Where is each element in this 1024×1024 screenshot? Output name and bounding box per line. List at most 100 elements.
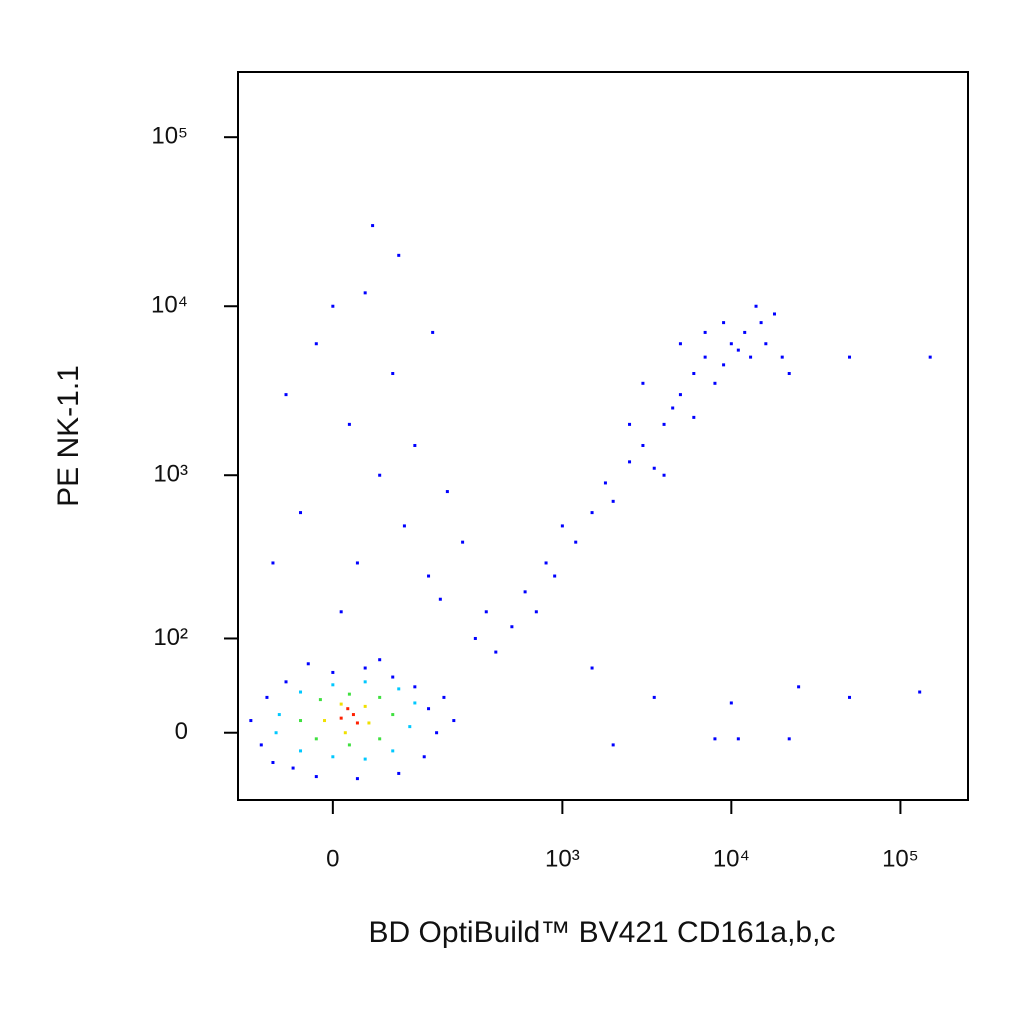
data-point <box>534 610 538 614</box>
data-point <box>367 721 371 725</box>
data-point <box>611 743 615 747</box>
data-point <box>299 749 303 753</box>
data-point <box>749 355 753 359</box>
data-point <box>331 304 335 308</box>
data-point <box>603 481 607 485</box>
data-point <box>764 342 768 346</box>
data-point <box>729 701 733 705</box>
data-point <box>363 666 367 670</box>
data-point <box>787 372 791 376</box>
data-point <box>413 701 417 705</box>
data-point <box>363 757 367 761</box>
data-point <box>703 330 707 334</box>
data-point <box>331 670 335 674</box>
data-point <box>413 443 417 447</box>
data-point <box>918 690 922 694</box>
data-point <box>797 685 801 689</box>
data-point <box>641 443 645 447</box>
y-tick-label: 10³ <box>153 461 188 488</box>
data-point <box>323 719 327 723</box>
data-point <box>662 422 666 426</box>
y-tick-label: 10⁵ <box>151 123 188 150</box>
x-axis-label: BD OptiBuild™ BV421 CD161a,b,c <box>369 916 836 949</box>
data-point <box>494 650 498 654</box>
data-point <box>339 716 343 720</box>
data-point <box>306 662 310 666</box>
data-point <box>299 719 303 723</box>
data-point <box>343 731 347 735</box>
data-point <box>391 749 395 753</box>
y-tick-label: 10⁴ <box>151 292 188 319</box>
data-point <box>473 636 477 640</box>
data-point <box>314 342 318 346</box>
y-tick-label: 0 <box>175 718 188 745</box>
data-point <box>713 737 717 741</box>
data-point <box>722 321 726 325</box>
data-point <box>363 680 367 684</box>
data-point <box>445 490 449 494</box>
data-point <box>397 687 401 691</box>
data-point <box>427 707 431 711</box>
data-point <box>347 692 351 696</box>
data-point <box>729 342 733 346</box>
data-point <box>271 760 275 764</box>
data-point <box>611 499 615 503</box>
data-point <box>371 224 375 228</box>
data-point <box>378 473 382 477</box>
data-point <box>299 511 303 515</box>
data-point <box>378 737 382 741</box>
data-point <box>378 695 382 699</box>
data-point <box>314 737 318 741</box>
data-point <box>355 561 359 565</box>
data-point <box>391 675 395 679</box>
data-point <box>431 330 435 334</box>
data-point <box>780 355 784 359</box>
data-point <box>259 743 263 747</box>
data-point <box>351 713 355 717</box>
x-tick-label: 10³ <box>545 845 580 872</box>
data-point <box>284 680 288 684</box>
data-point <box>553 574 557 578</box>
data-point <box>391 372 395 376</box>
data-point <box>787 737 791 741</box>
data-point <box>427 574 431 578</box>
data-point <box>692 372 696 376</box>
data-point <box>271 561 275 565</box>
data-point <box>249 719 253 723</box>
data-point <box>347 743 351 747</box>
data-point <box>652 695 656 699</box>
data-point <box>291 766 295 770</box>
data-point <box>628 460 632 464</box>
data-point <box>703 355 707 359</box>
data-point <box>339 610 343 614</box>
data-point <box>772 312 776 316</box>
data-point <box>438 597 442 601</box>
data-point <box>678 393 682 397</box>
data-point <box>284 393 288 397</box>
data-point <box>265 695 269 699</box>
data-point <box>928 355 932 359</box>
data-point <box>641 381 645 385</box>
data-point <box>759 321 763 325</box>
data-point <box>363 704 367 708</box>
data-point <box>590 511 594 515</box>
y-tick-label: 10² <box>153 624 188 651</box>
data-point <box>671 406 675 410</box>
data-point <box>662 473 666 477</box>
data-point <box>413 685 417 689</box>
data-point <box>722 363 726 367</box>
data-point <box>391 713 395 717</box>
data-point <box>736 348 740 352</box>
data-point <box>408 725 412 729</box>
data-point <box>397 771 401 775</box>
data-point <box>848 355 852 359</box>
data-point <box>590 666 594 670</box>
data-point <box>299 690 303 694</box>
data-point <box>435 731 439 735</box>
data-point <box>560 524 564 528</box>
data-point <box>678 342 682 346</box>
data-point <box>331 755 335 759</box>
data-point <box>754 304 758 308</box>
data-point <box>848 695 852 699</box>
data-point <box>378 658 382 662</box>
